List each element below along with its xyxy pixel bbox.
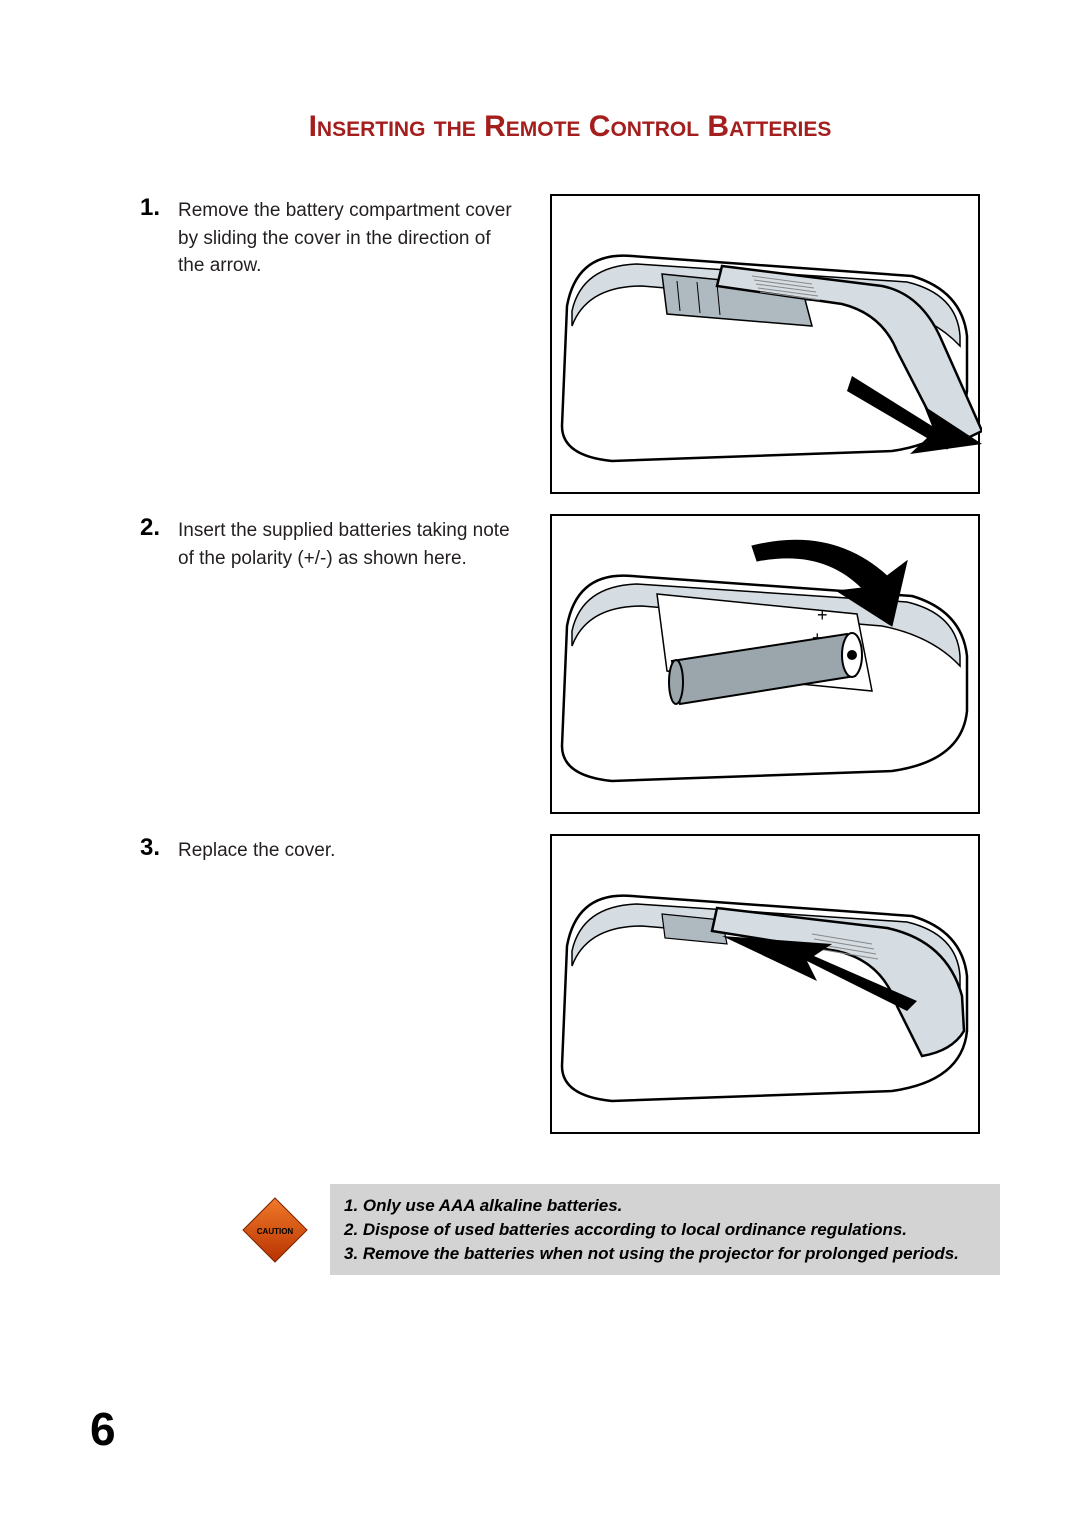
step-illustration: + + − xyxy=(550,514,980,814)
remote-insert-battery-icon: + + − xyxy=(552,516,982,816)
steps-list: 1. Remove the battery compartment cover … xyxy=(140,194,1000,1134)
remote-cover-slide-icon xyxy=(552,196,982,496)
step-text: Replace the cover. xyxy=(178,834,335,1134)
step-number: 2. xyxy=(140,514,168,814)
step-row: 3. Replace the cover. xyxy=(140,834,1000,1134)
step-text: Remove the battery compartment cover by … xyxy=(178,194,520,494)
step-text-column: 3. Replace the cover. xyxy=(140,834,520,1134)
remote-replace-cover-icon xyxy=(552,836,982,1136)
step-text-column: 2. Insert the supplied batteries taking … xyxy=(140,514,520,814)
step-illustration xyxy=(550,834,980,1134)
caution-row: CAUTION 1. Only use AAA alkaline batteri… xyxy=(240,1184,1000,1275)
step-number: 1. xyxy=(140,194,168,494)
step-text: Insert the supplied batteries taking not… xyxy=(178,514,520,814)
caution-label: CAUTION xyxy=(257,1227,294,1236)
step-number: 3. xyxy=(140,834,168,1134)
caution-box: 1. Only use AAA alkaline batteries. 2. D… xyxy=(330,1184,1000,1275)
step-row: 2. Insert the supplied batteries taking … xyxy=(140,514,1000,814)
step-illustration xyxy=(550,194,980,494)
caution-item: 3. Remove the batteries when not using t… xyxy=(344,1242,986,1266)
page: Inserting the Remote Control Batteries 1… xyxy=(0,0,1080,1335)
step-text-column: 1. Remove the battery compartment cover … xyxy=(140,194,520,494)
caution-item: 2. Dispose of used batteries according t… xyxy=(344,1218,986,1242)
page-number: 6 xyxy=(90,1402,116,1456)
svg-text:+: + xyxy=(817,605,828,625)
caution-icon: CAUTION xyxy=(240,1195,310,1265)
step-row: 1. Remove the battery compartment cover … xyxy=(140,194,1000,494)
caution-item: 1. Only use AAA alkaline batteries. xyxy=(344,1194,986,1218)
page-title: Inserting the Remote Control Batteries xyxy=(140,110,1000,144)
